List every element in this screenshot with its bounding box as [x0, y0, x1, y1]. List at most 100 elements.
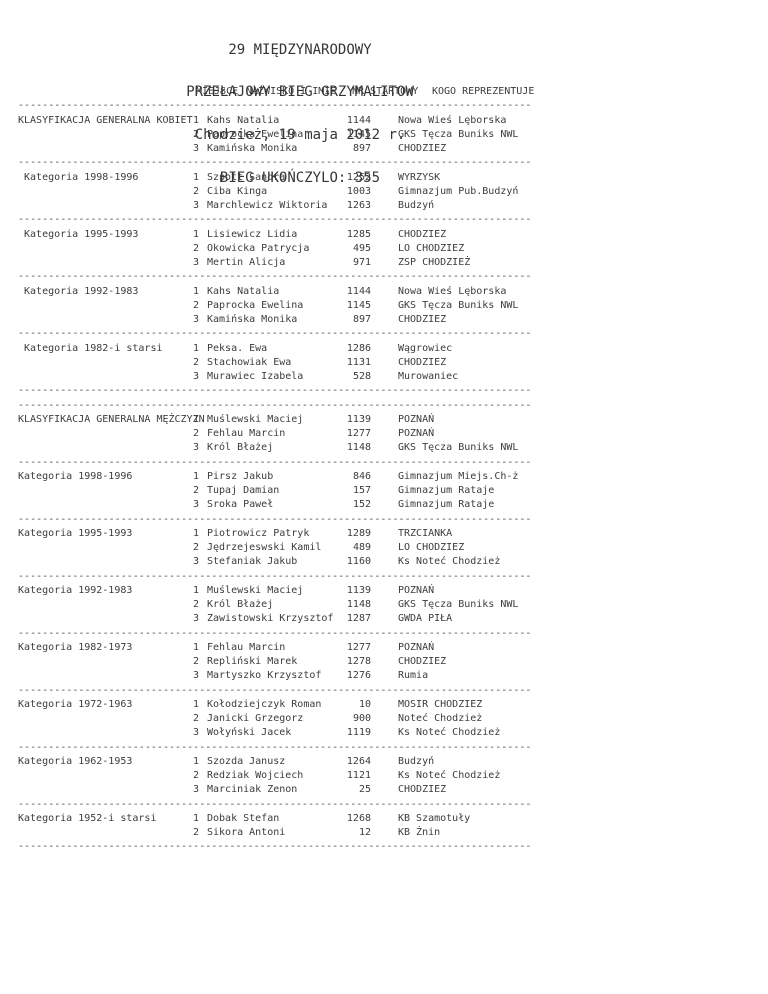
place-cell: 3 — [192, 257, 199, 268]
place-cell: 3 — [192, 613, 199, 625]
club-cell: KB Żnin — [398, 827, 441, 838]
bib-number-cell: 846 — [352, 470, 371, 482]
separator-dashes: ----------------------------------------… — [18, 456, 532, 468]
club-cell: Wągrowiec — [398, 342, 453, 354]
result-row: Kategoria 1998-1996 1 Szpott Sandra 1252 WYR… — [0, 171, 768, 185]
club-cell: ZSP CHODZIEŻ — [398, 257, 471, 268]
club-cell: LO CHODZIEZ — [398, 242, 465, 254]
bib-number-cell: 897 — [352, 143, 371, 154]
name-cell: Stachowiak Ewa — [207, 356, 292, 368]
bib-number-cell: 1148 — [346, 599, 371, 610]
title-line-event: PRZEŁAJOWY BIEG GRZYMALITOW — [186, 84, 414, 101]
separator-dashes: ----------------------------------------… — [18, 100, 532, 112]
bib-number-cell: 1287 — [346, 613, 371, 625]
place-cell: 1 — [192, 114, 199, 126]
name-cell: Kamińska Monika — [207, 143, 298, 154]
separator-dashes: ----------------------------------------… — [18, 271, 532, 283]
name-cell: Marciniak Zenon — [207, 784, 298, 796]
bib-number-cell: 897 — [352, 314, 371, 325]
name-cell: Sikora Antoni — [207, 827, 286, 838]
separator-dashes: ----------------------------------------… — [18, 570, 532, 582]
separator-line: ----------------------------------------… — [0, 399, 768, 413]
result-row: 2 Okowicka Patrycja 495 LO CHODZIEZ — [0, 242, 768, 256]
name-cell: Kamińska Monika — [207, 314, 298, 325]
name-cell: Sroka Paweł — [207, 499, 274, 511]
category-label: Kategoria 1995-1993 — [18, 527, 133, 539]
result-row: Kategoria 1962-1953 1 Szozda Janusz 1264 Bud… — [0, 755, 768, 769]
club-cell: WYRZYSK — [398, 171, 441, 183]
bib-number-cell: 1286 — [346, 342, 371, 354]
category-label: Kategoria 1998-1996 — [18, 171, 139, 183]
club-cell: CHODZIEZ — [398, 784, 447, 796]
bib-number-cell: 152 — [352, 499, 371, 511]
bib-number-cell: 1139 — [346, 413, 371, 425]
place-cell: 1 — [192, 342, 199, 354]
result-row: 2 Tupaj Damian 157 Gimnazjum Rataje — [0, 484, 768, 498]
result-row: 2 Paprocka Ewelina 1145 GKS Tęcza Buniks NW… — [0, 128, 768, 142]
category-label: Kategoria 1998-1996 — [18, 470, 133, 482]
bib-number-cell: 1119 — [346, 727, 371, 739]
club-cell: GKS Tęcza Buniks NWL — [398, 299, 519, 311]
result-row: 3 Sroka Paweł 152 Gimnazjum Rataje — [0, 498, 768, 512]
name-cell: Król Błażej — [207, 442, 274, 454]
document-title-block: 29 MIĘDZYNARODOWY PRZEŁAJOWY BIEG GRZYMA… — [18, 14, 582, 214]
separator-line: ----------------------------------------… — [0, 327, 768, 341]
name-cell: Szpott Sandra — [207, 171, 286, 183]
place-cell: 2 — [192, 770, 199, 781]
name-cell: Fehlau Marcin — [207, 641, 286, 653]
result-row: Kategoria 1982-1973 1 Fehlau Marcin 1277 POZ… — [0, 641, 768, 655]
name-cell: Peksa. Ewa — [207, 342, 268, 354]
result-row: Kategoria 1972-1963 1 Kołodziejczyk Roman 1… — [0, 698, 768, 712]
title-line-edition: 29 MIĘDZYNARODOWY — [228, 41, 372, 58]
bib-number-cell: 489 — [352, 542, 371, 553]
place-cell: 3 — [192, 371, 199, 382]
name-cell: Kahs Natalia — [207, 285, 280, 297]
separator-dashes: ----------------------------------------… — [18, 157, 532, 169]
name-cell: Ciba Kinga — [207, 185, 268, 197]
result-row: Kategoria 1995-1993 1 Lisiewicz Lidia 1285 C… — [0, 228, 768, 242]
name-cell: Kahs Natalia — [207, 114, 280, 126]
result-row: KLASYFIKACJA GENERALNA KOBIET 1 Kahs Natal… — [0, 114, 768, 128]
place-cell: 3 — [192, 556, 199, 568]
bib-number-cell: 10 — [358, 698, 371, 710]
name-cell: Paprocka Ewelina — [207, 128, 304, 140]
column-header-place: MIEJSCE — [196, 86, 239, 97]
bib-number-cell: 1144 — [346, 114, 371, 126]
result-row: 2 Stachowiak Ewa 1131 CHODZIEZ — [0, 356, 768, 370]
name-cell: Fehlau Marcin — [207, 428, 286, 439]
category-label: Kategoria 1952-i starsi — [18, 812, 157, 824]
category-label: KLASYFIKACJA GENERALNA KOBIET — [18, 114, 193, 126]
place-cell: 1 — [192, 470, 199, 482]
bib-number-cell: 157 — [352, 485, 371, 496]
name-cell: Zawistowski Krzysztof — [207, 613, 334, 625]
separator-dashes: ----------------------------------------… — [18, 798, 532, 810]
club-cell: Gimnazjum Rataje — [398, 499, 495, 511]
results-table: MIEJSCE NAZWISKO I IMIE NR STARTOWY KOGO… — [0, 85, 768, 855]
club-cell: Gimnazjum Pub.Budzyń — [398, 185, 519, 197]
result-row: 2 Fehlau Marcin 1277 POZNAŃ — [0, 427, 768, 441]
bib-number-cell: 1277 — [346, 641, 371, 653]
results-body: ----------------------------------------… — [0, 99, 768, 854]
bib-number-cell: 1276 — [346, 670, 371, 682]
category-label: Kategoria 1982-i starsi — [18, 342, 163, 354]
separator-dashes: ----------------------------------------… — [18, 399, 532, 411]
bib-number-cell: 1131 — [346, 356, 371, 368]
category-label: Kategoria 1992-1983 — [18, 584, 133, 596]
result-row: 3 Zawistowski Krzysztof 1287 GWDA PIŁA — [0, 612, 768, 626]
result-row: 3 Król Błażej 1148 GKS Tęcza Buniks NWL — [0, 441, 768, 455]
separator-line: ----------------------------------------… — [0, 270, 768, 284]
place-cell: 1 — [192, 755, 199, 767]
result-row: 2 Król Błażej 1148 GKS Tęcza Buniks NWL — [0, 598, 768, 612]
place-cell: 3 — [192, 314, 199, 325]
result-row: Kategoria 1992-1983 1 Kahs Natalia 1144 Nowa… — [0, 285, 768, 299]
place-cell: 3 — [192, 200, 199, 211]
bib-number-cell: 1278 — [346, 656, 371, 667]
separator-line: ----------------------------------------… — [0, 840, 768, 854]
bib-number-cell: 1121 — [346, 770, 371, 781]
place-cell: 1 — [192, 527, 199, 539]
category-label: Kategoria 1995-1993 — [18, 228, 139, 240]
place-cell: 2 — [192, 356, 199, 368]
place-cell: 1 — [192, 641, 199, 653]
club-cell: Noteć Chodzież — [398, 713, 483, 724]
place-cell: 2 — [192, 128, 199, 140]
